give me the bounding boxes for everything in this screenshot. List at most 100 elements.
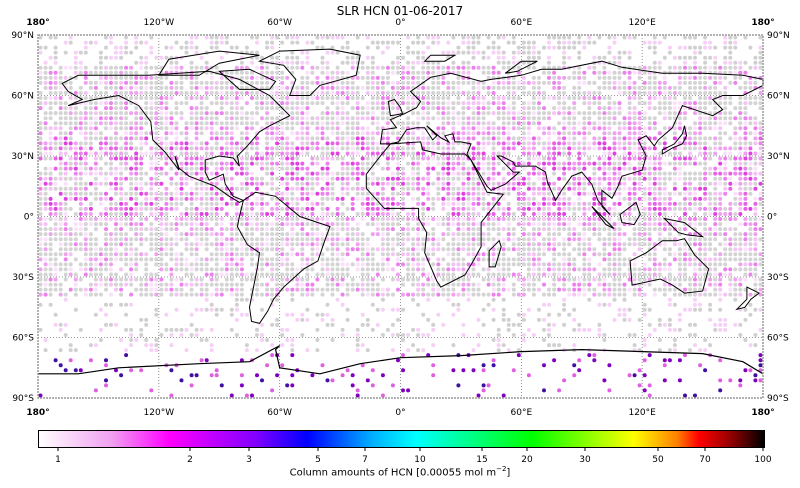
data-point	[144, 181, 149, 186]
data-point	[582, 176, 587, 181]
data-point	[88, 101, 93, 106]
data-point	[104, 75, 108, 80]
data-point	[365, 136, 370, 141]
data-point	[144, 80, 149, 85]
data-point	[189, 151, 194, 156]
data-point	[63, 242, 68, 247]
data-point	[652, 136, 657, 141]
data-point	[411, 227, 416, 232]
data-point	[199, 242, 204, 247]
data-point	[335, 151, 340, 156]
data-point	[592, 65, 597, 70]
data-point	[275, 161, 280, 166]
data-point	[713, 227, 718, 232]
data-point	[582, 247, 587, 252]
data-point	[667, 65, 672, 70]
data-point	[617, 222, 622, 227]
data-point	[370, 136, 375, 141]
data-point	[446, 181, 451, 186]
data-point	[244, 101, 249, 106]
data-point	[738, 101, 743, 106]
data-point	[456, 85, 461, 90]
data-point	[421, 237, 426, 242]
data-point	[280, 191, 285, 196]
data-point	[38, 252, 43, 257]
data-point	[159, 237, 164, 242]
data-point	[214, 206, 219, 211]
data-point	[647, 212, 652, 216]
data-point	[572, 96, 577, 100]
data-point	[486, 45, 491, 50]
data-point	[441, 166, 446, 171]
data-point	[380, 176, 385, 181]
data-point	[557, 91, 562, 95]
data-point	[738, 70, 743, 75]
data-point	[154, 91, 159, 95]
data-point	[375, 40, 380, 45]
data-point	[300, 227, 305, 232]
data-point	[214, 131, 219, 136]
data-point	[698, 242, 703, 247]
data-point	[270, 131, 275, 136]
data-point	[537, 85, 541, 90]
data-point	[753, 176, 758, 181]
data-point	[360, 60, 365, 65]
data-point	[244, 75, 249, 80]
data-point	[456, 186, 461, 191]
data-point	[743, 196, 748, 201]
data-point	[365, 242, 370, 247]
data-point	[421, 201, 426, 206]
data-point	[134, 171, 139, 176]
data-point	[214, 191, 219, 196]
data-point	[738, 65, 743, 70]
data-point	[713, 136, 718, 141]
data-point	[340, 91, 345, 95]
data-point	[38, 206, 43, 211]
data-point	[693, 191, 697, 196]
data-point	[139, 60, 144, 65]
data-point	[139, 156, 144, 161]
data-point	[587, 106, 592, 111]
data-point	[496, 45, 501, 50]
data-point	[83, 121, 88, 126]
data-point	[421, 141, 426, 146]
data-point	[446, 91, 451, 95]
data-point	[743, 232, 748, 237]
data-point	[471, 191, 476, 196]
data-point	[285, 212, 290, 216]
data-point	[63, 151, 68, 156]
data-point	[134, 227, 139, 232]
data-point	[350, 151, 355, 156]
data-point	[723, 242, 728, 247]
data-point	[723, 232, 728, 237]
data-point	[78, 222, 83, 227]
data-point	[521, 206, 526, 211]
data-point	[290, 196, 295, 201]
data-point	[300, 166, 305, 171]
data-point	[612, 222, 617, 227]
data-point	[446, 166, 451, 171]
data-point	[688, 126, 692, 131]
data-point	[164, 242, 169, 247]
data-point	[441, 91, 446, 95]
data-point	[174, 196, 179, 201]
data-point	[708, 191, 713, 196]
data-point	[501, 242, 506, 247]
data-point	[491, 141, 496, 146]
data-point	[582, 131, 587, 136]
data-point	[431, 116, 436, 121]
data-point	[310, 242, 315, 247]
data-point	[431, 35, 436, 40]
data-point	[516, 96, 521, 100]
data-point	[250, 75, 254, 80]
data-point	[441, 176, 446, 181]
data-point	[406, 96, 411, 100]
data-point	[637, 151, 642, 156]
data-point	[275, 166, 280, 171]
data-point	[134, 80, 139, 85]
data-point	[471, 242, 476, 247]
data-point	[325, 146, 330, 151]
data-point	[265, 171, 270, 176]
data-point	[224, 227, 229, 232]
data-point	[748, 186, 753, 191]
